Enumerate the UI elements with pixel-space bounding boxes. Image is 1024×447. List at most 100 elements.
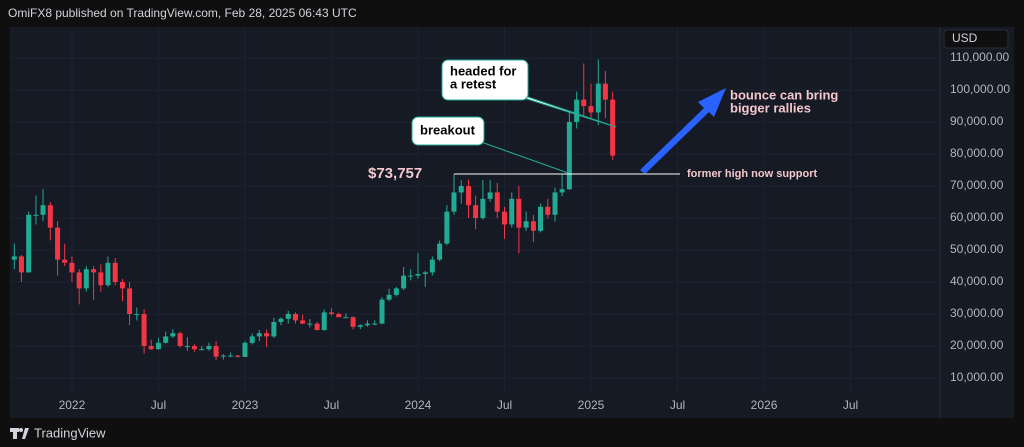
candle-body [307, 323, 313, 325]
support-price: $73,757 [368, 165, 422, 182]
candle-body [523, 221, 529, 228]
logo [10, 428, 29, 439]
candle-body [26, 214, 32, 273]
candle-body [552, 192, 558, 215]
candle-body [163, 336, 169, 343]
annotation: a retest [450, 76, 497, 91]
candle-body [112, 262, 118, 283]
candle-body [191, 346, 197, 350]
y-tick-label: 90,000.00 [950, 114, 1004, 128]
candle-body [47, 205, 53, 228]
candle-body [33, 214, 39, 216]
candle-body [155, 342, 161, 350]
x-tick-label: Jul [151, 398, 166, 412]
candle-body [610, 99, 616, 156]
candle-body [545, 206, 551, 215]
candle-body [444, 211, 450, 244]
candle-body [451, 192, 457, 212]
candle-body [494, 192, 500, 212]
candle-body [105, 262, 111, 286]
annotation: bounce can bring [730, 87, 838, 102]
candle-body [415, 274, 421, 276]
candle-body [300, 320, 306, 324]
candle-body [364, 323, 370, 326]
support-note: former high now support [687, 168, 817, 180]
candle-body [595, 83, 601, 113]
candle-body [206, 346, 212, 350]
x-tick-label: Jul [497, 398, 512, 412]
candle-body [437, 243, 443, 260]
candle-body [213, 346, 219, 357]
y-tick-label: 40,000.00 [950, 274, 1004, 288]
candle-body [11, 256, 17, 260]
candle-body [336, 314, 342, 318]
candle-body [516, 198, 522, 228]
candle-body [278, 318, 284, 323]
y-tick-label: 60,000.00 [950, 210, 1004, 224]
y-tick-label: 110,000.00 [950, 50, 1009, 64]
y-tick-label: 30,000.00 [950, 306, 1004, 320]
y-tick-label: 80,000.00 [950, 146, 1004, 160]
callout-box [441, 59, 529, 101]
candle-body [141, 314, 147, 347]
x-tick-label: 2026 [751, 398, 778, 412]
candle-body [401, 275, 407, 289]
candle-body [588, 106, 594, 113]
candle-body [393, 288, 399, 295]
candle-body [199, 349, 205, 351]
candle-body [357, 325, 363, 327]
candle-body [502, 211, 508, 225]
candle-body [537, 206, 543, 231]
candle-body [408, 275, 414, 277]
candle-body [76, 272, 82, 289]
y-tick-label: 70,000.00 [950, 178, 1004, 192]
candle-body [249, 336, 255, 343]
candle-body [91, 269, 97, 273]
candle-body [466, 186, 472, 206]
currency-box [943, 29, 1009, 49]
price-scale [940, 27, 1014, 418]
x-tick-label: 2025 [578, 398, 605, 412]
candle-body [530, 221, 536, 231]
x-tick-label: Jul [324, 398, 339, 412]
footer: TradingView [34, 425, 106, 440]
candle-body [148, 346, 154, 350]
candle-body [177, 333, 183, 347]
candle-body [285, 314, 291, 319]
candle-body [574, 99, 580, 123]
candle-body [98, 272, 104, 286]
candle-body [509, 198, 515, 225]
candle-body [256, 333, 262, 337]
candle-body [271, 322, 277, 337]
x-tick-label: 2022 [59, 398, 86, 412]
candle-body [40, 205, 46, 215]
annotation: breakout [420, 122, 476, 137]
candle-body [343, 317, 349, 319]
arrow [640, 88, 726, 174]
header: OmiFX8 published on TradingView.com, Feb… [8, 6, 357, 20]
x-tick-label: 2023 [232, 398, 259, 412]
candle-body [62, 259, 68, 263]
y-tick-label: 20,000.00 [950, 338, 1004, 352]
candle-body [328, 312, 334, 315]
candle-body [350, 317, 356, 327]
candle-body [314, 323, 320, 331]
candle-body [184, 346, 190, 348]
candle-body [242, 342, 248, 357]
candle-body [228, 355, 234, 357]
candle-body [69, 262, 75, 273]
candle-body [487, 192, 493, 199]
y-tick-label: 50,000.00 [950, 242, 1004, 256]
x-tick-label: Jul [843, 398, 858, 412]
candle-body [379, 299, 385, 324]
candle-body [473, 205, 479, 219]
candle-body [127, 288, 133, 315]
candle-body [581, 99, 587, 107]
candle-body [386, 294, 392, 300]
candle-body [264, 333, 270, 337]
candle-body [170, 333, 176, 337]
candle-body [422, 272, 428, 275]
y-tick-label: 100,000.00 [950, 82, 1010, 96]
